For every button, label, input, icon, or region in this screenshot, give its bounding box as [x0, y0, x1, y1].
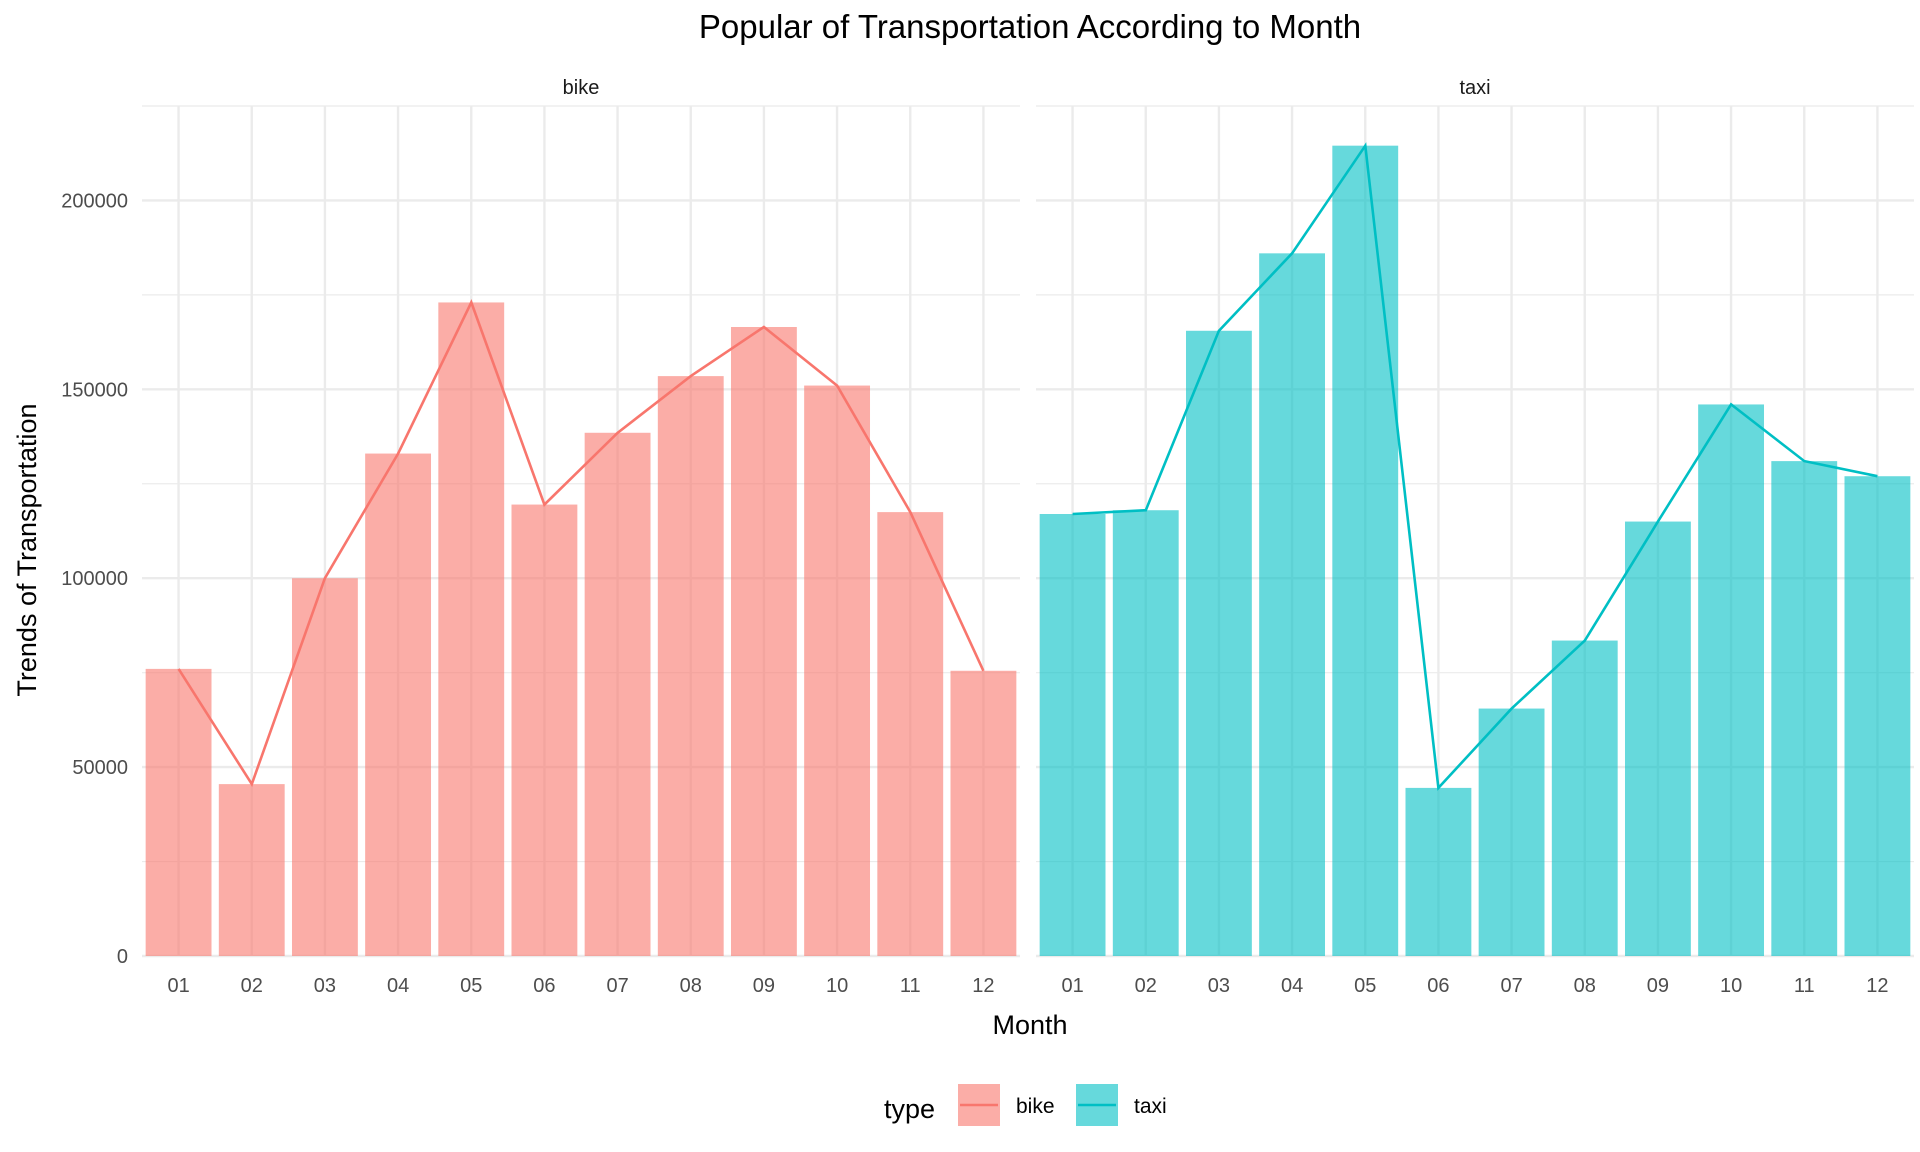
bar-bike-04: [365, 453, 432, 956]
legend-label-taxi: taxi: [1134, 1095, 1167, 1118]
bar-taxi-11: [1771, 461, 1838, 956]
legend-item-taxi: taxi: [1076, 1084, 1167, 1126]
bar-bike-08: [657, 376, 724, 957]
trend-line-taxi: [1072, 142, 1878, 791]
x-tick-label: 07: [1500, 975, 1522, 997]
facet-panel-bike: bike 01 02 03 04 05 06 07 08 09 10 11 12 0 50000 100000…: [61, 77, 1020, 997]
bar-taxi-03: [1185, 330, 1252, 956]
x-tick-label: 05: [460, 975, 482, 997]
bar-bike-10: [804, 385, 871, 956]
bar-bike-11: [877, 512, 944, 956]
x-tick-label: 03: [1208, 975, 1230, 997]
x-tick-label: 01: [1061, 975, 1083, 997]
x-tick-label: 09: [753, 975, 775, 997]
x-tick-label: 08: [680, 975, 702, 997]
bar-bike-09: [730, 327, 797, 956]
bar-bike-03: [291, 578, 358, 956]
x-tick-label: 08: [1574, 975, 1596, 997]
bar-taxi-07: [1478, 708, 1545, 956]
bar-bike-01: [145, 668, 212, 956]
x-tick-label: 03: [314, 975, 336, 997]
bar-bike-02: [218, 784, 285, 956]
trend-line-bike: [177, 299, 985, 788]
y-tick-label: 200000: [61, 190, 128, 212]
x-tick-label: 02: [1135, 975, 1157, 997]
bar-taxi-04: [1259, 253, 1326, 957]
x-tick-label: 09: [1647, 975, 1669, 997]
x-tick-label: 10: [826, 975, 848, 997]
bar-taxi-06: [1405, 787, 1472, 956]
bar-bike-12: [950, 670, 1017, 956]
x-tick-label: 06: [1427, 975, 1449, 997]
x-tick-label: 11: [1794, 975, 1815, 997]
facet-panels: bike 01 02 03 04 05 06 07 08 09 10 11 12 0 50000 100000…: [61, 77, 1914, 997]
facet-label-taxi: taxi: [1459, 77, 1490, 99]
y-axis-label: Trends of Transportation: [12, 403, 42, 696]
bar-taxi-01: [1039, 514, 1106, 956]
legend-label-bike: bike: [1016, 1095, 1055, 1118]
y-tick-label: 100000: [61, 568, 128, 590]
facet-panel-taxi: taxi 01 02 03 04 05 06 07 08 09 10 11 12: [1036, 77, 1914, 997]
bar-taxi-09: [1624, 521, 1691, 956]
x-tick-label: 02: [241, 975, 263, 997]
legend-title: type: [884, 1094, 935, 1124]
bar-bike-06: [511, 504, 578, 956]
facet-label-bike: bike: [563, 77, 600, 99]
y-tick-label: 50000: [72, 757, 128, 779]
x-tick-label: 12: [1866, 975, 1888, 997]
x-tick-label: 10: [1720, 975, 1742, 997]
x-tick-label: 11: [900, 975, 921, 997]
x-tick-label: 05: [1354, 975, 1376, 997]
chart-title: Popular of Transportation According to M…: [699, 8, 1361, 45]
x-tick-label: 07: [606, 975, 628, 997]
bar-taxi-10: [1698, 404, 1765, 956]
x-tick-label: 06: [533, 975, 555, 997]
x-tick-label: 04: [1281, 975, 1303, 997]
x-tick-label: 01: [167, 975, 189, 997]
bar-bike-05: [438, 302, 505, 956]
bar-taxi-05: [1332, 145, 1399, 956]
x-axis-label: Month: [992, 1010, 1067, 1040]
y-tick-label: 150000: [61, 379, 128, 401]
bar-taxi-02: [1112, 510, 1179, 956]
x-tick-label: 04: [387, 975, 409, 997]
legend: type bike taxi: [884, 1084, 1167, 1126]
bar-bike-07: [584, 432, 651, 956]
bar-taxi-12: [1844, 476, 1911, 956]
legend-item-bike: bike: [958, 1084, 1055, 1126]
y-tick-label: 0: [117, 946, 128, 968]
bar-taxi-08: [1551, 640, 1618, 956]
x-tick-label: 12: [972, 975, 994, 997]
